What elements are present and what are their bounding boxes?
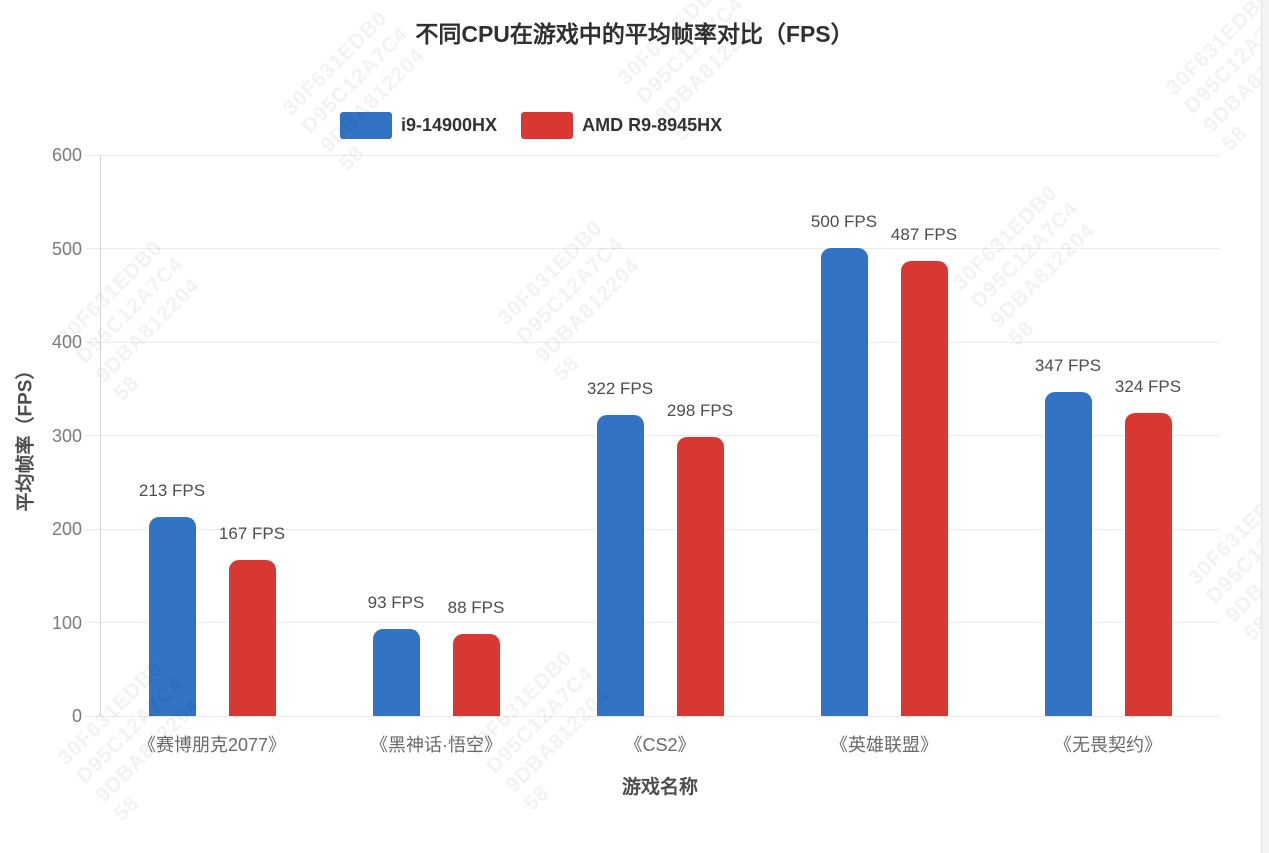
legend-swatch-blue (340, 112, 392, 139)
bar-value-label: 324 FPS (1114, 377, 1182, 396)
y-axis-line (100, 155, 101, 717)
y-tick-label: 300 (51, 425, 82, 446)
gridline (85, 154, 1220, 156)
gridline (85, 341, 1220, 343)
bar-i9-14900HX-《赛博朋克2077》 (148, 517, 196, 716)
plot-area: 213 FPS 167 FPS 93 FPS 88 FPS 322 FPS 298 FPS… (100, 155, 1220, 716)
x-tick-label: 《无畏契约》 (1054, 735, 1162, 755)
bar-i9-14900HX-《无畏契约》 (1044, 392, 1092, 716)
bar-value-label: 93 FPS (367, 593, 425, 612)
bar-value-label: 298 FPS (666, 401, 734, 420)
legend-item-amd: AMD R9-8945HX (521, 112, 722, 139)
y-axis-title: 平均帧率（FPS） (15, 360, 37, 512)
gridline (85, 715, 1220, 717)
y-tick-label: 500 (51, 238, 82, 259)
x-tick-label: 《CS2》 (624, 735, 696, 755)
gridline (85, 435, 1220, 436)
y-tick-label: 100 (51, 612, 82, 633)
bar-value-label: 167 FPS (218, 524, 286, 543)
gridline (85, 528, 1220, 530)
y-tick-label: 400 (51, 332, 82, 352)
bar-value-label: 322 FPS (586, 379, 654, 398)
bar-AMD R9-8945HX-《无畏契约》 (1124, 413, 1172, 716)
bar-value-label: 347 FPS (1034, 356, 1102, 375)
legend: i9-14900HX AMD R9-8945HX (340, 112, 722, 139)
x-axis-title: 游戏名称 (621, 777, 698, 798)
bar-i9-14900HX-《黑神话·悟空》 (372, 629, 420, 716)
legend-swatch-red (521, 112, 574, 139)
scrollbar-track[interactable] (1261, 0, 1269, 853)
x-tick-label: 《黑神话·悟空》 (370, 735, 502, 755)
bar-AMD R9-8945HX-《CS2》 (676, 437, 724, 716)
bar-AMD R9-8945HX-《英雄联盟》 (900, 261, 948, 716)
legend-label-amd: AMD R9-8945HX (582, 115, 723, 135)
gridline (85, 622, 1220, 623)
bar-value-label: 213 FPS (138, 481, 206, 500)
legend-label-intel: i9-14900HX (401, 115, 498, 135)
x-tick-label: 《赛博朋克2077》 (137, 735, 287, 755)
y-tick-label: 200 (51, 519, 82, 539)
bar-value-label: 487 FPS (890, 225, 958, 244)
bar-AMD R9-8945HX-《黑神话·悟空》 (452, 634, 500, 716)
chart-title: 不同CPU在游戏中的平均帧率对比（FPS） (415, 21, 854, 47)
bar-i9-14900HX-《英雄联盟》 (820, 248, 868, 716)
gridline (85, 248, 1220, 249)
x-tick-label: 《英雄联盟》 (830, 735, 938, 755)
y-tick-label: 600 (51, 145, 82, 165)
bar-AMD R9-8945HX-《赛博朋克2077》 (228, 560, 276, 716)
bar-i9-14900HX-《CS2》 (596, 415, 644, 716)
y-tick-label: 0 (71, 706, 82, 726)
bar-value-label: 500 FPS (810, 212, 878, 231)
legend-item-intel: i9-14900HX (340, 112, 497, 139)
bar-value-label: 88 FPS (447, 598, 505, 617)
